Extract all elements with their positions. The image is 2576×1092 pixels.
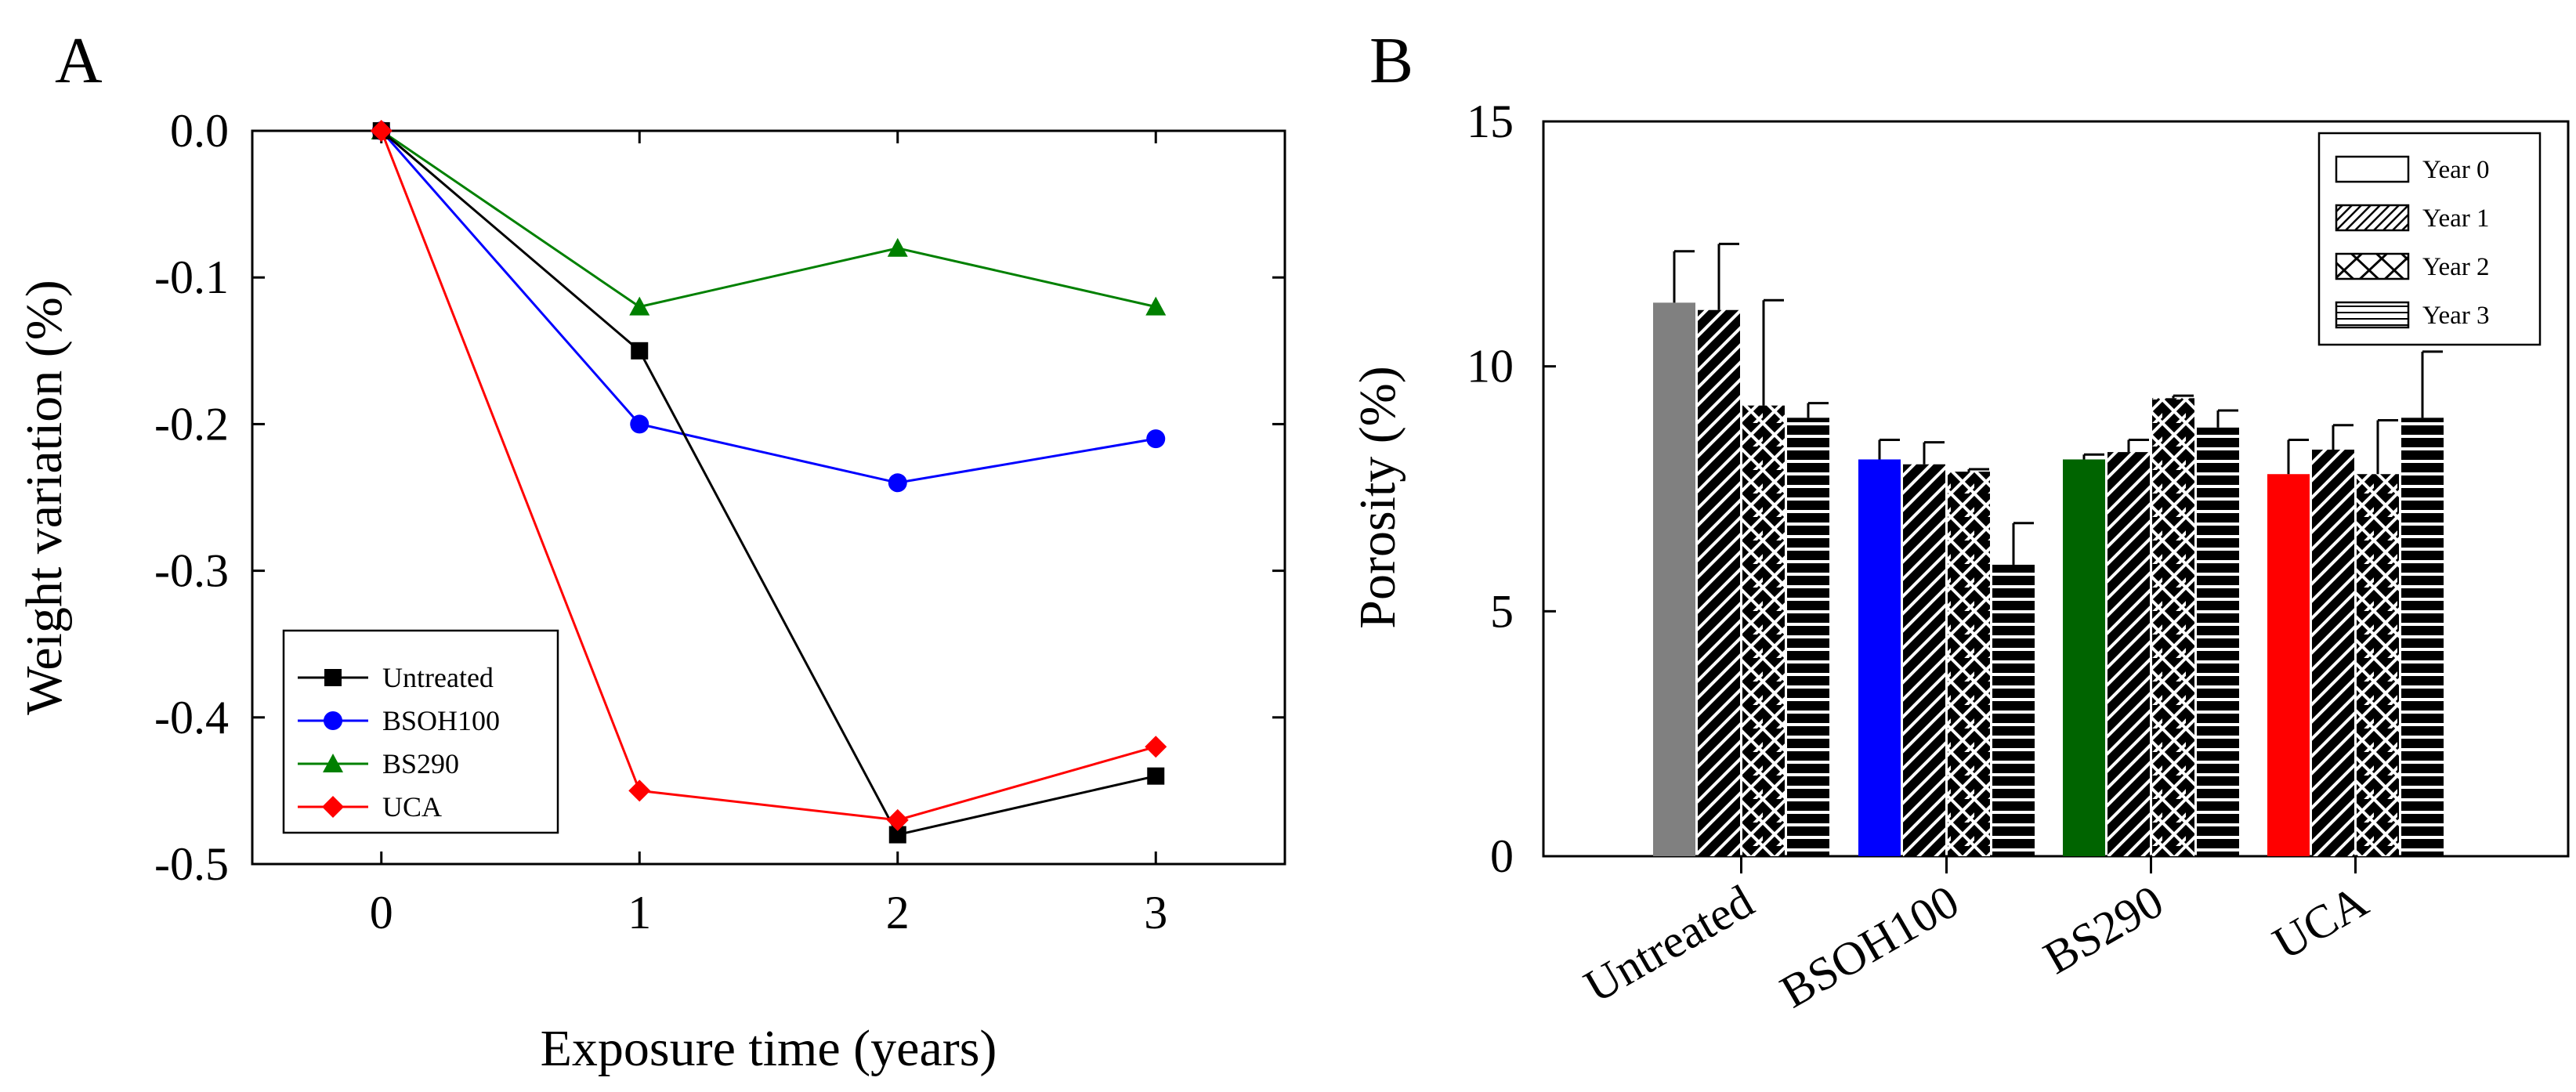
legend-swatch-year-3 [2335, 301, 2410, 329]
data-point-bsoh100 [630, 414, 649, 434]
bar-uca-year-2 [2357, 474, 2399, 856]
data-point-bs290 [887, 237, 908, 257]
bar-untreated-year-2 [1742, 405, 1785, 856]
bar-bsoh100-year-1 [1903, 464, 1945, 856]
panel-a-x-tick-label: 0 [370, 887, 393, 938]
panel-b-legend: Year 0 Year 1 Year 2 Year 3 [2317, 132, 2542, 346]
legend-swatch-year-0 [2335, 155, 2410, 183]
series-line-uca [380, 130, 1156, 822]
series-line-untreated [380, 129, 1156, 837]
legend-marker-bsoh100 [324, 711, 342, 730]
data-point-uca [886, 808, 909, 831]
legend-marker-bs290 [323, 754, 343, 772]
bar-untreated-year-1 [1698, 309, 1740, 857]
bar-bs290-year-3 [2197, 427, 2239, 856]
bar-bsoh100-year-0 [1858, 459, 1901, 856]
panel-a-legend-frame [282, 629, 559, 834]
bar-bs290-year-0 [2063, 459, 2105, 856]
data-point-uca [628, 779, 651, 802]
panel-b-y-tick-label: 0 [1490, 830, 1514, 882]
panel-b-x-tick-label-bsoh100: BSOH100 [1771, 875, 1967, 1018]
panel-a-series [370, 120, 1167, 844]
series-line-bs290 [380, 129, 1156, 309]
data-point-bsoh100 [888, 473, 907, 493]
data-point-uca [1145, 736, 1167, 758]
legend-label-bs290: BS290 [382, 748, 459, 779]
panel-b: B 0 5 10 15 Porosity (%) Untreated BSOH100 BS… [1349, 24, 2570, 1018]
bar-uca-year-3 [2401, 418, 2444, 856]
panel-b-x-tick-label-bs290: BS290 [2035, 875, 2172, 984]
panel-a-label: A [55, 24, 103, 97]
panel-a-y-tick-label: -0.1 [154, 251, 229, 303]
series-line-bsoh100 [380, 130, 1156, 484]
panel-a-y-axis-title: Weight variation (%) [16, 280, 73, 715]
bar-uca-year-0 [2267, 474, 2310, 856]
panel-b-y-axis-title: Porosity (%) [1349, 366, 1406, 628]
panel-a-y-axis: 0.0 -0.1 -0.2 -0.3 -0.4 -0.5 [154, 105, 1285, 890]
panel-b-y-tick-label: 15 [1467, 96, 1514, 147]
panel-b-y-axis: 0 5 10 15 [1467, 96, 1556, 882]
legend-swatch-year-2 [2335, 252, 2410, 280]
panel-a-x-tick-label: 1 [628, 887, 651, 938]
legend-marker-uca [322, 796, 344, 818]
legend-label-uca: UCA [382, 791, 442, 823]
panel-a-x-tick-label: 2 [886, 887, 910, 938]
data-point-bs290 [1145, 296, 1167, 316]
bar-untreated-year-3 [1787, 418, 1829, 856]
panel-b-label: B [1369, 24, 1413, 97]
legend-label-year-0: Year 0 [2422, 156, 2490, 184]
panel-b-bars [1653, 242, 2444, 857]
panel-b-x-tick-label-uca: UCA [2264, 875, 2376, 970]
panel-b-x-axis: Untreated BSOH100 BS290 UCA [1576, 856, 2376, 1018]
legend-marker-untreated [324, 669, 342, 686]
panel-a-x-axis-title: Exposure time (years) [541, 1020, 997, 1077]
bar-bs290-year-2 [2152, 398, 2194, 856]
data-point-untreated [1147, 767, 1165, 785]
bar-bs290-year-1 [2107, 452, 2150, 856]
panel-a-y-tick-label: -0.2 [154, 398, 229, 450]
legend-swatch-year-1 [2335, 204, 2410, 232]
panel-b-y-tick-label: 5 [1490, 585, 1514, 637]
data-point-untreated [631, 342, 649, 360]
panel-b-y-tick-label: 10 [1467, 341, 1514, 392]
panel-b-x-tick-label-untreated: Untreated [1576, 875, 1762, 1012]
panel-a-y-tick-label: 0.0 [170, 105, 229, 157]
legend-label-year-1: Year 1 [2422, 204, 2490, 233]
bar-untreated-year-0 [1653, 302, 1695, 857]
legend-label-year-2: Year 2 [2422, 253, 2490, 281]
legend-label-bsoh100: BSOH100 [382, 705, 500, 736]
bar-bsoh100-year-3 [1992, 564, 2035, 856]
panel-a-y-tick-label: -0.4 [154, 692, 229, 743]
bar-bsoh100-year-2 [1948, 472, 1990, 856]
panel-a-x-axis: 0 1 2 3 [370, 131, 1167, 938]
data-point-uca [370, 120, 393, 142]
legend-label-year-3: Year 3 [2422, 302, 2490, 330]
data-point-bs290 [629, 296, 650, 316]
bar-uca-year-1 [2312, 449, 2354, 856]
panel-a: A 0.0 -0.1 -0.2 -0.3 -0.4 -0.5 0 1 2 3 Weight va… [16, 24, 1286, 1077]
panel-a-legend: Untreated BSOH100 BS290 UCA [282, 629, 559, 834]
panel-a-x-tick-label: 3 [1144, 887, 1167, 938]
panel-a-y-tick-label: -0.5 [154, 838, 229, 890]
legend-label-untreated: Untreated [382, 662, 494, 693]
data-point-bsoh100 [1146, 429, 1166, 449]
panel-a-y-tick-label: -0.3 [154, 545, 229, 597]
data-point-untreated [888, 826, 906, 844]
